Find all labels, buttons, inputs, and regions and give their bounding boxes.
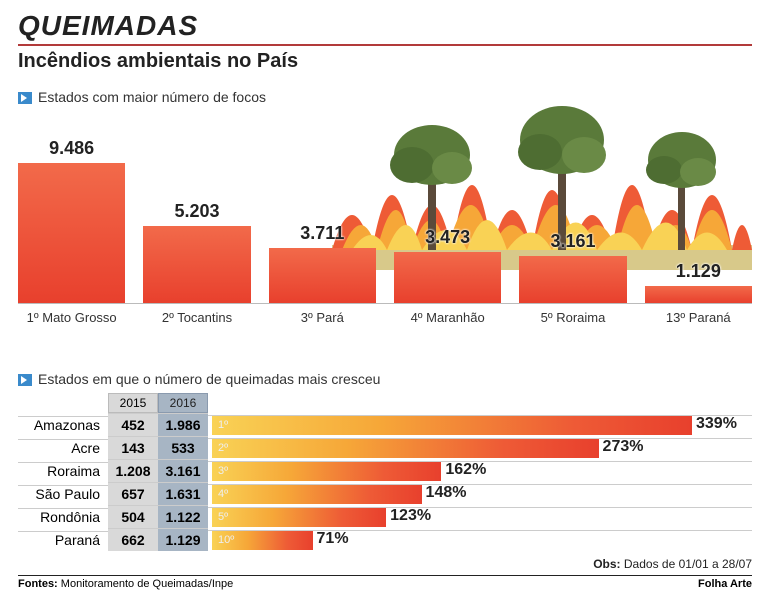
- chart1-bar-value: 5.203: [174, 201, 219, 222]
- footer: Fontes: Monitoramento de Queimadas/Inpe …: [18, 575, 752, 590]
- chart1-bar-value: 3.711: [300, 223, 344, 244]
- chart1-bar: 1.129: [645, 261, 752, 303]
- chart1-bar-label: 3º Pará: [301, 310, 344, 325]
- growth-2015: 1.208: [108, 459, 158, 482]
- credit: Folha Arte: [698, 578, 752, 590]
- obs-text: Dados de 01/01 a 28/07: [624, 557, 752, 571]
- growth-2016: 3.161: [158, 459, 208, 482]
- growth-state: Acre: [18, 439, 108, 456]
- chart1-bar-rect: [394, 252, 501, 303]
- growth-state: Rondônia: [18, 508, 108, 525]
- chart-growth: Estados em que o número de queimadas mai…: [18, 371, 752, 571]
- growth-2015: 662: [108, 528, 158, 551]
- growth-bar-cell: 2º273%: [208, 438, 752, 458]
- bullet-icon: [18, 374, 32, 386]
- chart1-bar-label: 13º Paraná: [666, 310, 731, 325]
- bullet-icon: [18, 92, 32, 104]
- chart1-bar-label: 1º Mato Grosso: [27, 310, 117, 325]
- growth-bar-cell: 1º339%: [208, 415, 752, 435]
- growth-2016: 1.122: [158, 505, 208, 528]
- growth-2016: 1.631: [158, 482, 208, 505]
- year-header-2016: 2016: [158, 393, 208, 413]
- chart1-bar-rect: [269, 248, 376, 303]
- growth-pct: 123%: [390, 507, 431, 525]
- growth-bar-cell: 10º71%: [208, 530, 752, 550]
- obs-label: Obs:: [593, 557, 620, 571]
- chart-top-states: 9.486 5.203 3.711 3.473 3.161 1.129 1º Mato G…: [18, 133, 752, 353]
- chart1-bar: 5.203: [143, 201, 250, 303]
- growth-state: São Paulo: [18, 485, 108, 502]
- chart1-bar-value: 3.161: [550, 231, 595, 252]
- chart1-bar: 3.161: [519, 231, 626, 303]
- chart1-bar-label: 4º Maranhão: [411, 310, 485, 325]
- title-rule: [18, 44, 752, 46]
- growth-2016: 1.129: [158, 528, 208, 551]
- observation: Obs: Dados de 01/01 a 28/07: [18, 557, 752, 571]
- year-header-2015: 2015: [108, 393, 158, 413]
- growth-bar: 5º: [212, 508, 386, 527]
- chart1-bar-label: 2º Tocantins: [162, 310, 232, 325]
- growth-pct: 71%: [317, 530, 349, 548]
- chart1-bar-value: 3.473: [425, 227, 470, 248]
- growth-state: Amazonas: [18, 416, 108, 433]
- growth-2015: 657: [108, 482, 158, 505]
- growth-2015: 452: [108, 413, 158, 436]
- growth-pct: 148%: [426, 484, 467, 502]
- growth-bar-cell: 3º162%: [208, 461, 752, 481]
- chart1-bar-value: 9.486: [49, 138, 94, 159]
- chart1-bar: 3.711: [269, 223, 376, 303]
- growth-pct: 339%: [696, 415, 737, 433]
- chart1-bar-rect: [18, 163, 125, 303]
- chart1-bar-rect: [645, 286, 752, 303]
- growth-bar: 3º: [212, 462, 441, 481]
- growth-state: Paraná: [18, 531, 108, 548]
- growth-bar: 2º: [212, 439, 599, 458]
- growth-2016: 533: [158, 436, 208, 459]
- chart1-bar-label: 5º Roraima: [541, 310, 606, 325]
- growth-2015: 143: [108, 436, 158, 459]
- source: Fontes: Monitoramento de Queimadas/Inpe: [18, 578, 233, 590]
- section2-label: Estados em que o número de queimadas mai…: [18, 371, 752, 387]
- growth-bar: 10º: [212, 531, 313, 550]
- growth-2015: 504: [108, 505, 158, 528]
- chart1-bar: 9.486: [18, 138, 125, 303]
- growth-bar-cell: 5º123%: [208, 507, 752, 527]
- growth-bar: 4º: [212, 485, 422, 504]
- growth-bar-cell: 4º148%: [208, 484, 752, 504]
- chart1-bar: 3.473: [394, 227, 501, 303]
- source-text: Monitoramento de Queimadas/Inpe: [61, 578, 233, 590]
- chart1-bar-rect: [519, 256, 626, 303]
- growth-state: Roraima: [18, 462, 108, 479]
- source-label: Fontes:: [18, 578, 58, 590]
- growth-pct: 162%: [445, 461, 486, 479]
- section1-text: Estados com maior número de focos: [38, 89, 266, 105]
- chart1-bar-value: 1.129: [676, 261, 721, 282]
- section2-text: Estados em que o número de queimadas mai…: [38, 371, 380, 387]
- chart1-bar-rect: [143, 226, 250, 303]
- growth-2016: 1.986: [158, 413, 208, 436]
- growth-bar: 1º: [212, 416, 692, 435]
- main-title: QUEIMADAS: [18, 10, 752, 44]
- growth-pct: 273%: [603, 438, 644, 456]
